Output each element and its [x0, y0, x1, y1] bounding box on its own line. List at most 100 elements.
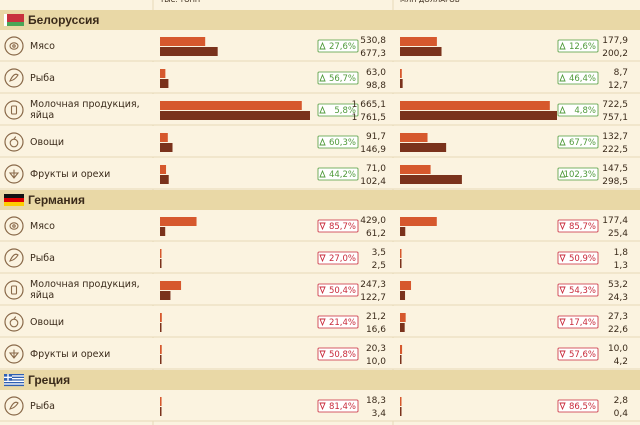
value-second-period: 122,7 — [360, 293, 386, 303]
value-first-period: 10,0 — [608, 344, 628, 354]
data-row: Молочная продукция,яйца 5,8%1 665,1 1 761,… — [0, 94, 640, 126]
arrow-up-icon — [319, 73, 326, 82]
value-second-period: 3,4 — [372, 409, 387, 419]
percent-badge: 44,2% — [317, 167, 359, 181]
arrow-up-icon — [319, 137, 326, 146]
header-band — [0, 370, 640, 390]
bar-first-period — [160, 345, 162, 354]
data-row: Овощи 21,4% 21,2 16,6 17,4% 27,3 22,6 — [0, 306, 640, 338]
arrow-down-icon — [319, 254, 326, 263]
bar-first-period — [400, 397, 402, 406]
percent-change: 27,0% — [329, 254, 356, 264]
badge-box — [557, 135, 599, 149]
country-header: Белоруссия — [0, 10, 640, 30]
value-second-period: 24,3 — [608, 293, 628, 303]
percent-change: 102,3% — [564, 170, 596, 180]
bar-second-period — [160, 175, 169, 184]
percent-change: 81,4% — [329, 402, 356, 412]
arrow-up-icon — [319, 41, 326, 50]
value-first-period: 177,9 — [602, 36, 628, 46]
value-second-period: 757,1 — [602, 113, 628, 123]
bar-first-period — [160, 133, 168, 142]
bar-first-period — [400, 249, 402, 258]
badge-box — [557, 315, 599, 329]
bar-second-period — [160, 227, 166, 236]
arrow-up-icon — [559, 105, 566, 114]
arrow-up-icon — [559, 73, 566, 82]
badge-box — [317, 103, 359, 117]
value-second-period: 12,7 — [608, 81, 628, 91]
value-second-period: 146,9 — [360, 145, 386, 155]
percent-change: 17,4% — [569, 318, 596, 328]
row-label: Мясо — [30, 221, 55, 232]
row-label: Фрукты и орехи — [30, 349, 110, 360]
data-row: Фрукты и орехи 44,2% 71,0 102,4 102,3% 147,5 2… — [0, 158, 640, 190]
row-label: Фрукты и орехи — [30, 169, 110, 180]
badge-box — [317, 71, 359, 85]
percent-badge: 5,8% — [317, 103, 359, 117]
percent-badge: 50,9% — [557, 251, 599, 265]
arrow-down-icon — [559, 350, 566, 359]
value-second-period: 298,5 — [602, 177, 628, 187]
percent-change: 50,4% — [329, 286, 356, 296]
row-label: яйца — [30, 290, 54, 301]
data-row: Фрукты и орехи 50,8% 20,3 10,0 57,6% 10,0 4,2 — [0, 338, 640, 370]
flag-stripe — [4, 380, 24, 383]
arrow-up-icon — [559, 137, 566, 146]
value-first-period: 530,8 — [360, 36, 386, 46]
data-row: Рыба 56,7% 63,0 98,8 46,4% 8,7 12,7 — [0, 62, 640, 94]
flag-stripe — [4, 14, 7, 26]
flag-stripe — [4, 378, 24, 380]
percent-change: 85,7% — [569, 222, 596, 232]
bar-first-period — [400, 313, 406, 322]
arrow-down-icon — [559, 286, 566, 295]
percent-badge: 54,3% — [557, 283, 599, 297]
flag-stripe — [4, 383, 24, 385]
data-row: Рыба 81,4% 18,3 3,4 86,5% 2,8 0,4 — [0, 390, 640, 422]
bar-second-period — [400, 175, 462, 184]
percent-badge: 27,0% — [317, 251, 359, 265]
header-band — [0, 10, 640, 30]
bar-first-period — [400, 345, 403, 354]
arrow-up-icon — [559, 41, 566, 50]
flag-stripe — [4, 194, 24, 198]
fish-icon — [4, 248, 24, 268]
value-first-period: 53,2 — [608, 280, 628, 290]
bar-second-period — [400, 79, 403, 88]
column-caption-dollars: МЛН ДОЛЛАРОВ — [400, 0, 460, 4]
flag-stripe — [4, 374, 24, 376]
country-name: Греция — [28, 373, 70, 387]
value-second-period: 4,2 — [614, 357, 628, 367]
bar-first-period — [400, 165, 431, 174]
value-first-period: 18,3 — [366, 396, 386, 406]
header-band — [0, 190, 640, 210]
percent-badge: 27,6% — [317, 39, 359, 53]
vegetable-icon — [4, 132, 24, 152]
value-first-period: 1 665,1 — [352, 100, 386, 110]
bar-second-period — [160, 143, 173, 152]
arrow-up-icon — [559, 169, 566, 178]
bar-second-period — [160, 259, 162, 268]
percent-badge: 50,4% — [317, 283, 359, 297]
badge-box — [557, 219, 599, 233]
fish-icon — [4, 396, 24, 416]
bar-first-period — [160, 249, 162, 258]
percent-change: 21,4% — [329, 318, 356, 328]
bar-first-period — [400, 281, 412, 290]
value-first-period: 1,8 — [614, 248, 629, 258]
bar-second-period — [400, 143, 447, 152]
flag-stripe — [4, 384, 24, 387]
flag-stripe — [4, 376, 24, 379]
bar-first-period — [160, 281, 182, 290]
percent-change: 46,4% — [569, 74, 596, 84]
value-second-period: 200,2 — [602, 49, 628, 59]
flag-stripe — [4, 198, 24, 202]
value-first-period: 247,3 — [360, 280, 386, 290]
badge-box — [557, 71, 599, 85]
flag-stripe — [4, 22, 24, 26]
bar-first-period — [160, 217, 197, 226]
percent-change: 85,7% — [329, 222, 356, 232]
bar-first-period — [160, 165, 167, 174]
bar-second-period — [400, 259, 402, 268]
arrow-down-icon — [559, 318, 566, 327]
